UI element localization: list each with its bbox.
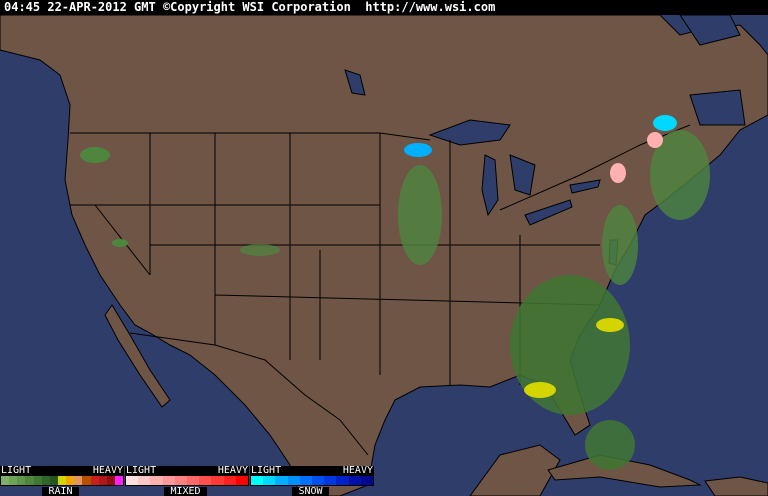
legend-swatch (162, 476, 175, 485)
legend-color-bar (0, 475, 124, 486)
legend-color-bar (250, 475, 374, 486)
legend-swatch (9, 476, 18, 485)
us-mexico-border (129, 332, 369, 456)
legend-title: RAIN (42, 487, 79, 496)
legend-swatch (211, 476, 224, 485)
header-bar: 04:45 22-APR-2012 GMT ©Copyright WSI Cor… (0, 0, 768, 15)
hudson-bay (679, 15, 741, 46)
legend-swatch (106, 476, 115, 485)
legend-color-bar (125, 475, 249, 486)
legend-heavy-label: HEAVY (342, 465, 373, 476)
legend-swatch (126, 476, 139, 485)
legend-swatch (114, 476, 124, 485)
legend-swatch (17, 476, 26, 485)
rain-echo (650, 130, 710, 220)
rain-echo (602, 205, 638, 285)
lake-ontario (569, 179, 601, 194)
borders (70, 124, 691, 456)
legend-swatch (1, 476, 10, 485)
legend-swatch (251, 476, 264, 485)
baja-california (104, 304, 171, 408)
legend-swatch (187, 476, 200, 485)
rain-echo (240, 244, 280, 256)
legend-swatch (324, 476, 337, 485)
rain-echo (585, 420, 635, 470)
legend-swatch (150, 476, 163, 485)
legend-title: MIXED (164, 487, 207, 496)
legend-swatch (275, 476, 288, 485)
legend-heavy-label: HEAVY (217, 465, 248, 476)
rain-echo (112, 239, 128, 247)
hispaniola (704, 476, 768, 496)
legend-swatch (199, 476, 212, 485)
radar-echoes (80, 115, 710, 470)
copyright: ©Copyright WSI Corporation (162, 0, 351, 14)
legend-swatch (223, 476, 236, 485)
lake-erie (524, 199, 573, 226)
legend-swatch (138, 476, 151, 485)
lake-superior (428, 119, 511, 146)
heavy-rain-echo (596, 318, 624, 332)
legend-swatch (235, 476, 249, 485)
legend-mixed: LIGHT HEAVY MIXED (125, 465, 249, 496)
legend-swatch (287, 476, 300, 485)
legend-snow: LIGHT HEAVY SNOW (250, 465, 374, 496)
yucatan (469, 444, 561, 496)
map-canvas (0, 15, 768, 496)
legend-rain: LIGHT HEAVY RAIN (0, 465, 124, 496)
legend-swatch (41, 476, 50, 485)
land (0, 15, 768, 496)
snow-echo (404, 143, 432, 157)
legend-swatch (90, 476, 99, 485)
legend-title: SNOW (292, 487, 329, 496)
legend-swatch (25, 476, 34, 485)
rain-echo (80, 147, 110, 163)
timestamp: 04:45 22-APR-2012 GMT (4, 0, 156, 14)
north-america-landmass (0, 15, 768, 496)
legend-swatch (74, 476, 83, 485)
legend-swatch (57, 476, 67, 485)
rain-echo (398, 165, 442, 265)
legend-swatch (66, 476, 75, 485)
source-url[interactable]: http://www.wsi.com (365, 0, 496, 14)
gulf-of-st-lawrence (689, 89, 746, 126)
legend-swatch (33, 476, 42, 485)
lake-michigan (481, 154, 499, 217)
legend-swatch (336, 476, 349, 485)
legend-swatch (82, 476, 91, 485)
rain-echo (510, 275, 630, 415)
legend-swatch (98, 476, 107, 485)
legend-swatch (299, 476, 313, 485)
legend-heavy-label: HEAVY (92, 465, 123, 476)
water-bodies (344, 15, 746, 266)
snow-echo (653, 115, 677, 131)
legend-light-label: LIGHT (251, 465, 282, 476)
legend-light-label: LIGHT (1, 465, 32, 476)
legend-swatch (174, 476, 188, 485)
mixed-echo (647, 132, 663, 148)
heavy-rain-echo (524, 382, 556, 398)
legend-swatch (312, 476, 325, 485)
legend-light-label: LIGHT (126, 465, 157, 476)
mixed-echo (610, 163, 626, 183)
lake-winnipeg (344, 69, 366, 96)
legend-swatch (348, 476, 361, 485)
legend-swatch (49, 476, 58, 485)
legend-swatch (360, 476, 374, 485)
legend-swatch (263, 476, 276, 485)
lake-huron (509, 154, 536, 196)
